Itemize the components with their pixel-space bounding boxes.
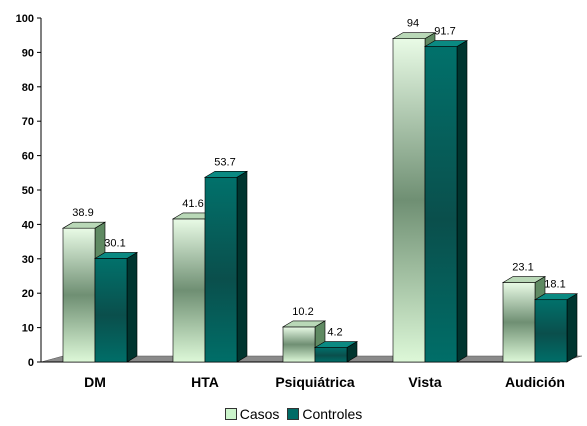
bar-controles <box>313 341 359 363</box>
bar-front-face <box>502 282 536 363</box>
data-label: 4.2 <box>327 327 342 339</box>
legend: Casos Controles <box>0 406 587 423</box>
legend-swatch-controles <box>287 408 300 420</box>
bar-front-face <box>314 347 348 363</box>
data-label: 91.7 <box>434 26 455 38</box>
y-tick-label: 10 <box>22 323 34 335</box>
data-label: 53.7 <box>214 156 235 168</box>
data-label: 18.1 <box>544 279 565 291</box>
data-label: 30.1 <box>104 237 125 249</box>
bar-controles <box>203 170 249 363</box>
bar-side-face <box>566 293 578 363</box>
data-label: 41.6 <box>182 198 203 210</box>
bar-controles <box>533 293 579 363</box>
legend-label-controles: Controles <box>302 406 363 422</box>
x-category-label: DM <box>84 374 106 390</box>
data-label: 94 <box>407 18 419 30</box>
bar-top-face <box>281 320 327 328</box>
bar-controles <box>93 251 139 363</box>
bar-top-face <box>203 170 249 178</box>
bar-top-face <box>501 276 547 283</box>
y-tick-label: 90 <box>22 47 34 59</box>
legend-item-casos: Casos <box>224 406 280 422</box>
bar-top-face <box>423 40 469 47</box>
bar-front-face <box>94 258 128 363</box>
bar-top-face <box>391 32 437 39</box>
y-tick-label: 100 <box>16 13 34 25</box>
bar-side-face <box>236 170 248 363</box>
bar-top-face <box>61 221 107 229</box>
x-category-label: Vista <box>408 374 441 390</box>
bar-top-face <box>313 341 359 348</box>
y-tick-label: 80 <box>22 82 34 94</box>
x-category-label: Psiquiátrica <box>275 374 355 390</box>
y-tick-label: 60 <box>22 151 34 163</box>
bar-front-face <box>204 176 238 363</box>
bar-front-face <box>62 227 96 363</box>
legend-swatch-casos <box>224 408 237 420</box>
y-tick-label: 0 <box>28 357 34 369</box>
data-label: 23.1 <box>512 262 533 274</box>
bar-top-face <box>533 293 579 301</box>
y-tick-label: 40 <box>22 219 34 231</box>
bar-controles <box>423 40 469 363</box>
legend-item-controles: Controles <box>287 406 362 422</box>
bar-front-face <box>172 218 206 363</box>
y-tick-label: 30 <box>22 254 34 266</box>
bar-side-face <box>456 40 468 363</box>
data-label: 38.9 <box>72 207 93 219</box>
bar-side-face <box>126 251 138 363</box>
y-tick-label: 50 <box>22 185 34 197</box>
bar-front-face <box>392 38 426 363</box>
bar-front-face <box>534 299 568 363</box>
bar-top-face <box>93 252 139 259</box>
x-category-label: HTA <box>191 374 219 390</box>
legend-label-casos: Casos <box>239 406 280 422</box>
y-tick-label: 70 <box>22 116 34 128</box>
y-tick-label: 20 <box>22 288 34 300</box>
bar-front-face <box>282 326 316 363</box>
bar-casos <box>281 320 327 363</box>
bar-front-face <box>424 46 458 363</box>
data-label: 10.2 <box>292 306 313 318</box>
x-category-label: Audición <box>505 374 565 390</box>
